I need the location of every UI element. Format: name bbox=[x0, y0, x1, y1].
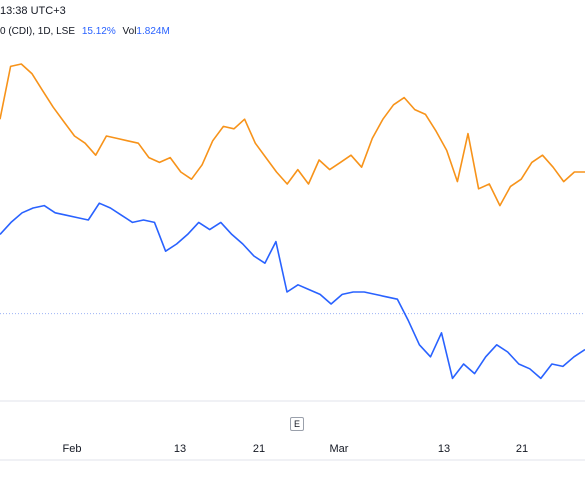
vol-value: 1.824M bbox=[136, 26, 170, 37]
vol-label: Vol bbox=[122, 26, 137, 37]
orange-series-line[interactable] bbox=[0, 63, 585, 207]
event-marker-label: E bbox=[293, 419, 300, 429]
change-pct: 15.12% bbox=[81, 26, 116, 37]
x-tick-label: 13 bbox=[174, 443, 186, 455]
x-tick-label: 21 bbox=[516, 443, 528, 455]
time-readout: 13:38 UTC+3 bbox=[0, 0, 66, 22]
earnings-event-marker[interactable]: E bbox=[290, 417, 304, 431]
blue-series-line[interactable] bbox=[0, 202, 585, 380]
x-tick-label: Feb bbox=[63, 443, 82, 455]
chart-legend: 0 (CDI), 1D, LSE 15.12% Vol1.824M bbox=[0, 24, 170, 40]
x-tick-label: Mar bbox=[330, 443, 349, 455]
x-tick-label: 13 bbox=[438, 443, 450, 455]
x-tick-label: 21 bbox=[253, 443, 265, 455]
symbol-text: 0 (CDI), 1D, LSE bbox=[0, 26, 76, 37]
time-text: 13:38 UTC+3 bbox=[0, 5, 66, 17]
